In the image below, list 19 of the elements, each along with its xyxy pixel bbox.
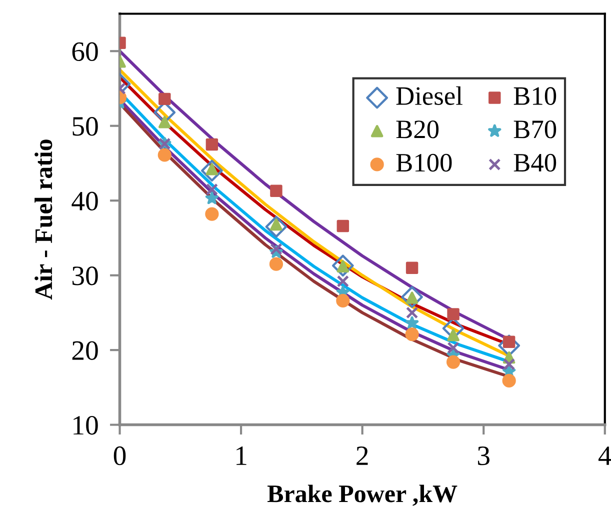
x-tick-label: 4: [598, 446, 611, 465]
y-axis-title: Air - Fuel ratio: [34, 140, 52, 300]
legend-label: B40: [514, 154, 556, 172]
x-tick-label: 1: [236, 446, 246, 465]
legend-label: B20: [396, 120, 439, 138]
y-tick-label: 60: [72, 42, 98, 62]
y-tick-label: 20: [72, 341, 98, 360]
x-tick-label: 3: [478, 446, 490, 466]
y-tick-label: 10: [74, 416, 98, 435]
legend-label: B100: [396, 154, 452, 172]
y-tick-label: 50: [72, 117, 98, 136]
y-tick-label: 40: [72, 192, 98, 210]
legend-label: B70: [514, 120, 556, 138]
x-tick-label: 2: [356, 446, 368, 465]
x-axis-title: Brake Power ,kW: [267, 484, 458, 506]
legend-label: Diesel: [396, 86, 462, 105]
legend-label: B10: [514, 87, 556, 105]
y-tick-label: 30: [72, 266, 98, 286]
x-tick-label: 0: [114, 446, 126, 466]
